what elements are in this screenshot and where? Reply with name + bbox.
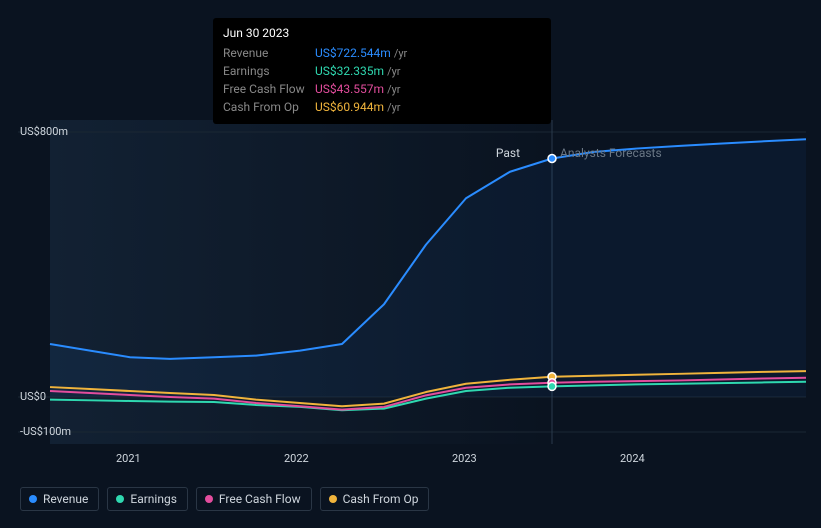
legend-label: Revenue (43, 492, 88, 506)
past-label: Past (496, 146, 520, 160)
legend-item[interactable]: Free Cash Flow (196, 487, 312, 511)
tooltip-row-unit: /yr (387, 65, 400, 78)
tooltip-row: Cash From OpUS$60.944m/yr (223, 98, 541, 116)
marker-point (548, 382, 556, 390)
tooltip-date: Jun 30 2023 (223, 26, 541, 40)
forecast-label: Analysts Forecasts (560, 146, 662, 160)
legend-dot-icon (29, 495, 37, 503)
tooltip-row-label: Revenue (223, 46, 315, 60)
tooltip-row-value: US$32.335m (315, 64, 384, 78)
legend-label: Earnings (130, 492, 177, 506)
tooltip-row-label: Free Cash Flow (223, 82, 315, 96)
x-axis-label: 2023 (452, 452, 477, 465)
legend-label: Free Cash Flow (219, 492, 301, 506)
x-axis-label: 2021 (116, 452, 141, 465)
x-axis-label: 2022 (284, 452, 309, 465)
tooltip-row-unit: /yr (387, 101, 400, 114)
chart-legend: Revenue Earnings Free Cash Flow Cash From O… (20, 487, 429, 511)
tooltip-row-value: US$60.944m (315, 100, 384, 114)
legend-item[interactable]: Cash From Op (320, 487, 430, 511)
chart-tooltip: Jun 30 2023 RevenueUS$722.544m/yrEarning… (213, 18, 551, 124)
y-axis-label: -US$100m (20, 425, 71, 438)
tooltip-row-unit: /yr (387, 83, 400, 96)
tooltip-row-label: Earnings (223, 64, 315, 78)
legend-item[interactable]: Earnings (107, 487, 188, 511)
legend-dot-icon (205, 495, 213, 503)
legend-dot-icon (329, 495, 337, 503)
tooltip-row-label: Cash From Op (223, 100, 315, 114)
tooltip-row-value: US$43.557m (315, 82, 384, 96)
tooltip-row: Free Cash FlowUS$43.557m/yr (223, 80, 541, 98)
y-axis-label: US$0 (20, 390, 46, 403)
tooltip-row: EarningsUS$32.335m/yr (223, 62, 541, 80)
legend-item[interactable]: Revenue (20, 487, 99, 511)
tooltip-row-value: US$722.544m (315, 46, 391, 60)
legend-label: Cash From Op (343, 492, 419, 506)
legend-dot-icon (116, 495, 124, 503)
x-axis-label: 2024 (620, 452, 645, 465)
y-axis-label: US$800m (20, 125, 68, 138)
tooltip-row-unit: /yr (394, 47, 407, 60)
tooltip-row: RevenueUS$722.544m/yr (223, 44, 541, 62)
marker-point (548, 155, 556, 163)
